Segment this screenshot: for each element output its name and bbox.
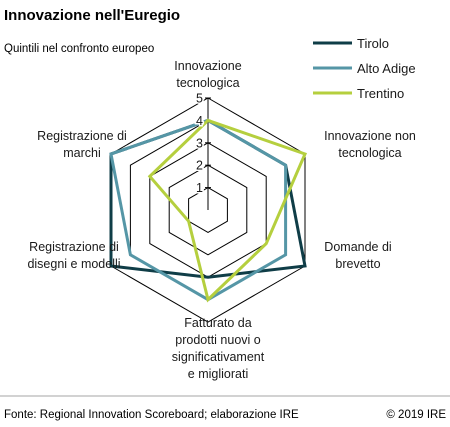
axis-label-5: Registrazione di marchi xyxy=(37,129,127,160)
series-line-2 xyxy=(147,118,308,303)
axis-label-0: Innovazione tecnologica xyxy=(174,59,241,90)
tick-label-5: 5 xyxy=(196,92,203,106)
radar-series xyxy=(109,118,308,303)
axis-label-4: Registrazione di disegni e modelli xyxy=(27,240,120,271)
radar-grid xyxy=(110,97,306,323)
axis-label-2: Domande di brevetto xyxy=(324,240,391,271)
tick-label-2: 2 xyxy=(196,159,203,173)
axis-label-1: Innovazione non tecnologica xyxy=(324,129,416,160)
legend: Tirolo Alto Adige Trentino xyxy=(313,36,416,101)
chart-subtitle: Quintili nel confronto europeo xyxy=(4,43,154,55)
legend-label-2: Trentino xyxy=(357,86,404,101)
grid-ring-2 xyxy=(168,164,248,256)
footer-source: Fonte: Regional Innovation Scoreboard; e… xyxy=(4,409,299,421)
legend-label-1: Alto Adige xyxy=(357,61,416,76)
axis-label-3: Fatturato da prodotti nuovi o significativ… xyxy=(172,316,265,381)
chart-title: Innovazione nell'Euregio xyxy=(4,7,180,24)
tick-label-4: 4 xyxy=(196,114,203,128)
tick-label-3: 3 xyxy=(196,136,203,150)
legend-label-0: Tirolo xyxy=(357,36,389,51)
tick-label-1: 1 xyxy=(196,181,203,195)
radar-axis-labels: Innovazione tecnologica Innovazione non tec… xyxy=(27,59,415,381)
radar-tick-labels: 1 2 3 4 5 xyxy=(195,90,205,197)
footer-copyright: © 2019 IRE xyxy=(386,409,446,421)
grid-ring-1 xyxy=(188,187,228,233)
